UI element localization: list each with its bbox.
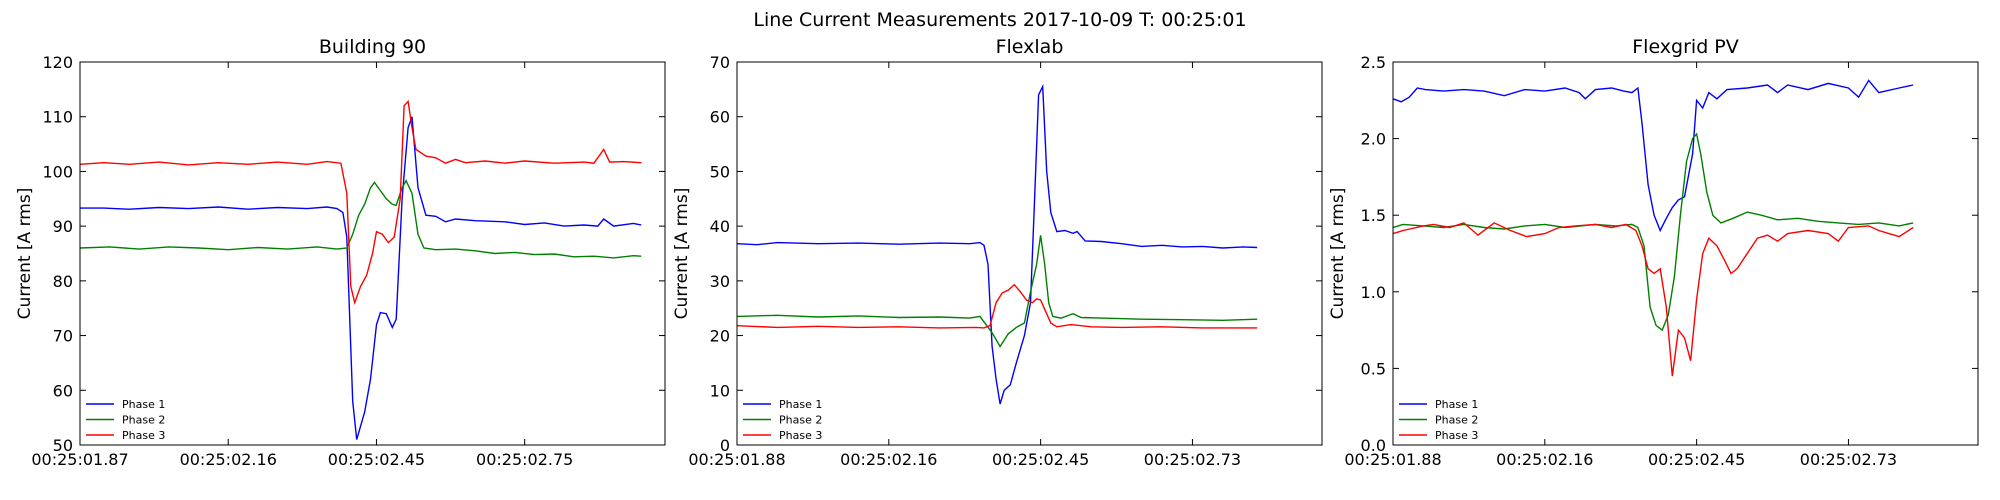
y-tick-label: 70: [710, 53, 730, 72]
series-line-phase-3: [1392, 222, 1914, 377]
legend-label: Phase 2: [779, 414, 822, 427]
chart-2: Flexlab Current [A rms] 0 10 20 30 40 50 60 70 00:…: [672, 36, 1323, 469]
y-tick-label: 40: [710, 217, 730, 236]
y-tick-label: 0: [720, 436, 730, 455]
chart-title: Flexlab: [996, 36, 1064, 58]
x-tick-label: 00:25:02.16: [840, 450, 937, 469]
x-tick-label: 00:25:01.88: [688, 450, 785, 469]
y-axis-label: Current [A rms]: [672, 188, 692, 320]
series-line-phase-2: [79, 179, 642, 259]
y-tick-label: 20: [710, 327, 730, 346]
y-tick-label: 70: [53, 327, 73, 346]
y-tick-label: 10: [710, 381, 730, 400]
x-tick-label: 00:25:02.73: [1144, 450, 1241, 469]
y-tick-label: 1.0: [1361, 283, 1386, 302]
legend-label: Phase 2: [1435, 414, 1478, 427]
y-tick-label: 120: [42, 53, 73, 72]
series-line-phase-2: [1392, 132, 1914, 332]
x-tick-label: 00:25:01.87: [31, 450, 128, 469]
y-tick-label: 0.0: [1361, 436, 1386, 455]
x-tick-label: 00:25:02.45: [992, 450, 1089, 469]
y-tick-label: 50: [53, 436, 73, 455]
x-tick-label: 00:25:02.16: [180, 450, 277, 469]
series-line-phase-1: [736, 83, 1258, 405]
y-tick-label: 60: [53, 381, 73, 400]
figure-title: Line Current Measurements 2017-10-09 T: …: [753, 9, 1246, 31]
y-tick-label: 100: [42, 162, 73, 181]
chart-1: Building 90 Current [A rms] 50 60 70 80 90 100 1…: [15, 36, 666, 469]
series-line-phase-3: [736, 283, 1258, 329]
y-axis-label: Current [A rms]: [15, 188, 35, 320]
legend-label: Phase 1: [1435, 398, 1478, 411]
legend-label: Phase 1: [779, 398, 822, 411]
plot-frame: [79, 61, 666, 446]
x-tick-label: 00:25:01.88: [1344, 450, 1441, 469]
y-tick-label: 30: [710, 272, 730, 291]
legend-label: Phase 3: [1435, 429, 1478, 442]
legend-label: Phase 3: [779, 429, 822, 442]
x-tick-label: 00:25:02.16: [1496, 450, 1593, 469]
chart-title: Flexgrid PV: [1632, 36, 1739, 58]
y-tick-label: 1.5: [1361, 206, 1386, 225]
y-tick-label: 2.5: [1361, 53, 1386, 72]
x-tick-label: 00:25:02.73: [1800, 450, 1897, 469]
legend-label: Phase 1: [122, 398, 165, 411]
y-tick-label: 60: [710, 108, 730, 127]
chart-3: Flexgrid PV Current [A rms] 0.0 0.5 1.0 1.5 2.…: [1328, 36, 1979, 469]
y-tick-label: 0.5: [1361, 359, 1386, 378]
series-line-phase-1: [80, 116, 642, 440]
x-tick-label: 00:25:02.45: [328, 450, 425, 469]
series-line-phase-3: [79, 99, 642, 306]
y-axis-label: Current [A rms]: [1328, 188, 1348, 320]
x-tick-label: 00:25:02.45: [1648, 450, 1745, 469]
legend-label: Phase 3: [122, 429, 165, 442]
y-tick-label: 80: [53, 272, 73, 291]
series-line-phase-1: [1392, 79, 1914, 233]
y-tick-label: 90: [53, 217, 73, 236]
y-tick-label: 50: [710, 162, 730, 181]
y-tick-label: 2.0: [1361, 130, 1386, 149]
chart-title: Building 90: [319, 36, 426, 58]
series-line-phase-2: [736, 235, 1258, 348]
x-tick-label: 00:25:02.75: [476, 450, 573, 469]
y-tick-label: 110: [42, 108, 73, 127]
plot-frame: [1392, 61, 1979, 446]
plot-frame: [736, 61, 1323, 446]
legend-label: Phase 2: [122, 414, 165, 427]
